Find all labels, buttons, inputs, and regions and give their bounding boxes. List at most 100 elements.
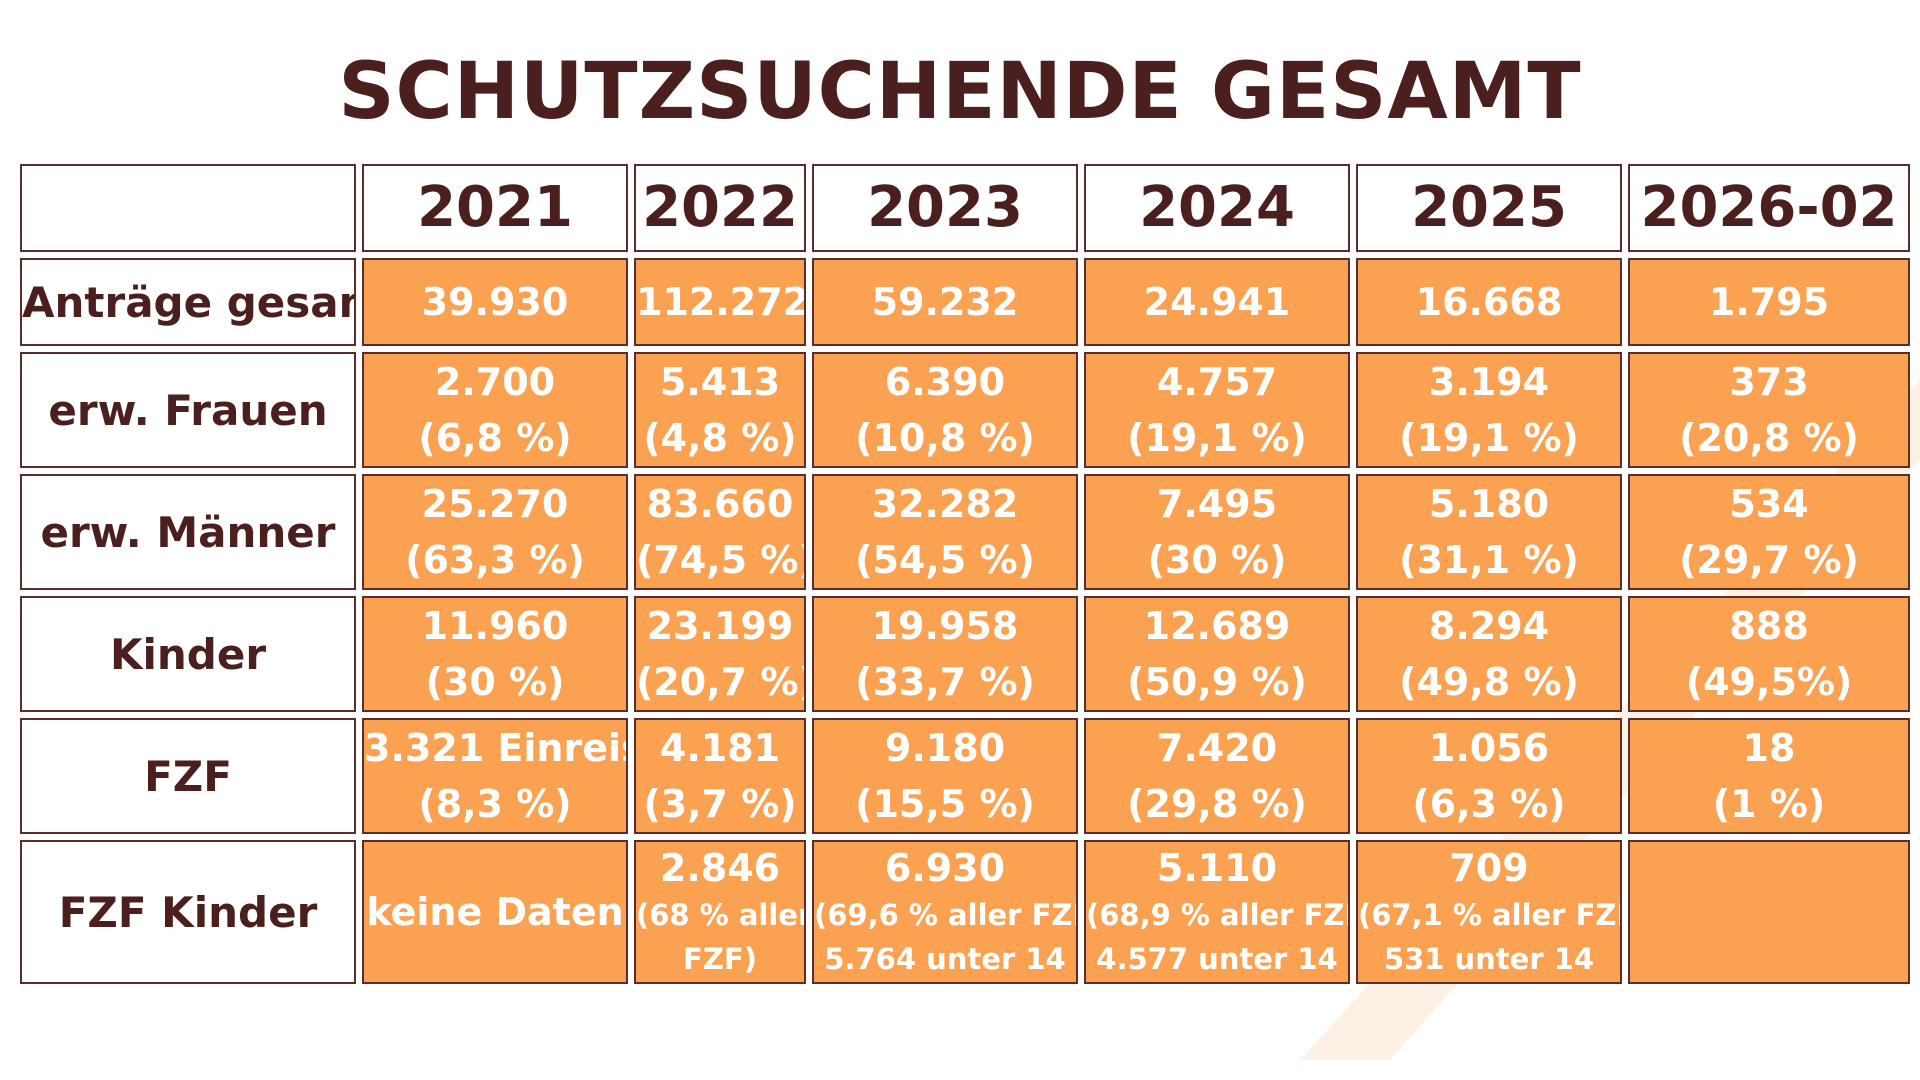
data-cell: 4.181 (3,7 %) [634,718,806,834]
data-cell: 8.294 (49,8 %) [1356,596,1622,712]
cell-subvalue-2: FZF) [683,942,757,976]
header-row: 2021 2022 2023 2024 2025 2026-02 [20,164,1910,252]
page-title: SCHUTZSUCHENDE GESAMT [338,47,1582,137]
cell-value: 5.413 [659,360,781,404]
cell-subvalue: (19,1 %) [1127,416,1307,460]
data-cell: 112.272 [634,258,806,346]
cell-value: 16.668 [1415,280,1563,324]
data-cell: 4.757 (19,1 %) [1084,352,1350,468]
data-cell: 888 (49,5%) [1628,596,1910,712]
column-header: 2023 [812,164,1078,252]
row-label: erw. Frauen [20,352,356,468]
data-cell: 24.941 [1084,258,1350,346]
cell-subvalue: (31,1 %) [1399,538,1579,582]
cell-value: 18 [1742,726,1796,770]
cell-subvalue: (49,8 %) [1399,660,1579,704]
table-row: FZF Kinder keine Daten 2.846 (68 % aller FZF… [20,840,1910,984]
cell-value: 4.757 [1156,360,1278,404]
column-header: 2022 [634,164,806,252]
data-cell: 59.232 [812,258,1078,346]
cell-subvalue-2: 531 unter 14 [1383,942,1595,976]
cell-subvalue: (49,5%) [1685,660,1853,704]
data-cell: 32.282 (54,5 %) [812,474,1078,590]
cell-value: 2.700 [434,360,556,404]
cell-value: 3.194 [1428,360,1550,404]
cell-subvalue: (3,7 %) [643,782,797,826]
cell-value: 59.232 [871,280,1019,324]
cell-value: 4.181 [659,726,781,770]
row-label: FZF Kinder [20,840,356,984]
column-header: 2021 [362,164,628,252]
cell-value: 7.420 [1156,726,1278,770]
column-header: 2024 [1084,164,1350,252]
data-cell: 3.194 (19,1 %) [1356,352,1622,468]
cell-value: 112.272 [636,280,806,324]
data-cell: 5.180 (31,1 %) [1356,474,1622,590]
cell-subvalue: (63,3 %) [405,538,585,582]
cell-subvalue-2: 5.764 unter 14 [824,942,1066,976]
cell-value: 2.846 [659,846,781,890]
cell-subvalue: (68,9 % aller FZF) [1086,898,1350,932]
data-cell: 534 (29,7 %) [1628,474,1910,590]
table-row: Anträge gesamt 39.930 112.272 59.232 24.941 1… [20,258,1910,346]
data-cell: 1.056 (6,3 %) [1356,718,1622,834]
data-cell: 6.390 (10,8 %) [812,352,1078,468]
data-cell: 2.846 (68 % aller FZF) [634,840,806,984]
data-cell: 16.668 [1356,258,1622,346]
cell-subvalue: (1 %) [1712,782,1826,826]
cell-subvalue: (69,6 % aller FZF) [814,898,1078,932]
cell-value: 373 [1729,360,1809,404]
cell-value: keine Daten [366,890,624,934]
data-cell: 25.270 (63,3 %) [362,474,628,590]
table-row: erw. Frauen 2.700 (6,8 %) 5.413 (4,8 %) 6.390… [20,352,1910,468]
cell-value: 8.294 [1428,604,1550,648]
header-corner-cell [20,164,356,252]
cell-value: 5.180 [1428,482,1550,526]
cell-subvalue: (8,3 %) [418,782,572,826]
cell-subvalue-2: 4.577 unter 14 [1096,942,1338,976]
cell-subvalue: (20,7 %) [636,660,806,704]
data-cell: 5.110 (68,9 % aller FZF) 4.577 unter 14 [1084,840,1350,984]
cell-subvalue: (15,5 %) [855,782,1035,826]
cell-value: 83.660 [646,482,794,526]
cell-value: 1.795 [1708,280,1830,324]
data-cell: 23.199 (20,7 %) [634,596,806,712]
table-row: erw. Männer 25.270 (63,3 %) 83.660 (74,5 %) 3… [20,474,1910,590]
cell-value: 5.110 [1156,846,1278,890]
cell-value: 1.056 [1428,726,1550,770]
data-cell [1628,840,1910,984]
column-header: 2026-02 [1628,164,1910,252]
cell-subvalue: (29,7 %) [1679,538,1859,582]
cell-value: 888 [1729,604,1809,648]
row-label: erw. Männer [20,474,356,590]
table-row: Kinder 11.960 (30 %) 23.199 (20,7 %) 19.958 (3… [20,596,1910,712]
data-cell: 7.495 (30 %) [1084,474,1350,590]
cell-subvalue: (30 %) [1147,538,1287,582]
cell-value: 32.282 [871,482,1019,526]
data-cell: 18 (1 %) [1628,718,1910,834]
data-cell: 19.958 (33,7 %) [812,596,1078,712]
cell-value: 9.180 [884,726,1006,770]
cell-value: 12.689 [1143,604,1291,648]
cell-subvalue: (19,1 %) [1399,416,1579,460]
cell-subvalue: (10,8 %) [855,416,1035,460]
data-cell: keine Daten [362,840,628,984]
row-label: Anträge gesamt [20,258,356,346]
data-cell: 709 (67,1 % aller FZF) 531 unter 14 [1356,840,1622,984]
cell-subvalue: (30 %) [425,660,565,704]
cell-subvalue: (4,8 %) [643,416,797,460]
cell-subvalue: (74,5 %) [636,538,806,582]
cell-value: 25.270 [421,482,569,526]
data-cell: 9.180 (15,5 %) [812,718,1078,834]
data-cell: 7.420 (29,8 %) [1084,718,1350,834]
data-cell: 6.930 (69,6 % aller FZF) 5.764 unter 14 [812,840,1078,984]
data-cell: 39.930 [362,258,628,346]
cell-value: 19.958 [871,604,1019,648]
data-cell: 2.700 (6,8 %) [362,352,628,468]
cell-value: 3.321 Einreiseg. [364,726,626,770]
cell-subvalue: (54,5 %) [855,538,1035,582]
cell-subvalue: (20,8 %) [1679,416,1859,460]
cell-value: 11.960 [421,604,569,648]
data-cell: 373 (20,8 %) [1628,352,1910,468]
